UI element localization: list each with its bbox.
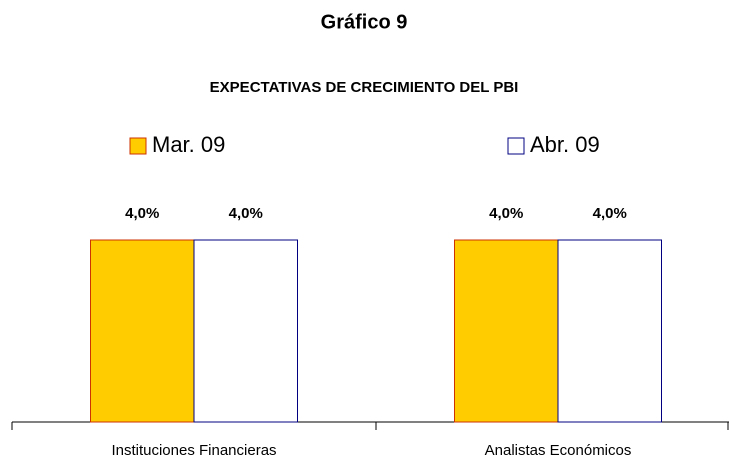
- value-label: 4,0%: [229, 205, 263, 222]
- legend-label: Mar. 09: [152, 132, 225, 157]
- bar: [454, 239, 559, 423]
- chart-title: Gráfico 9: [321, 11, 408, 33]
- bar: [193, 239, 298, 423]
- legend-label: Abr. 09: [530, 132, 600, 157]
- bar: [557, 239, 662, 423]
- legend-swatch: [507, 137, 525, 155]
- value-label: 4,0%: [489, 205, 523, 222]
- chart-subtitle: EXPECTATIVAS DE CRECIMIENTO DEL PBI: [210, 79, 519, 96]
- legend-swatch: [129, 137, 147, 155]
- x-tick-label: Instituciones Financieras: [111, 442, 276, 459]
- value-label: 4,0%: [125, 205, 159, 222]
- bar: [90, 239, 195, 423]
- x-tick-label: Analistas Económicos: [485, 442, 632, 459]
- value-label: 4,0%: [593, 205, 627, 222]
